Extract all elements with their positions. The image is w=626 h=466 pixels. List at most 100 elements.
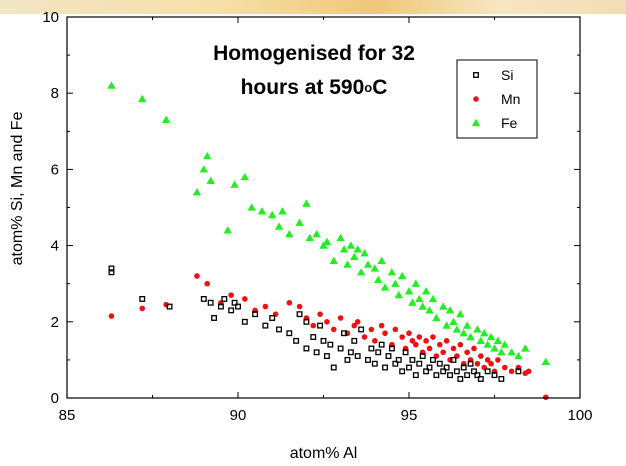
point-si: [371, 360, 378, 367]
point-fe: [353, 245, 362, 253]
point-si: [221, 295, 228, 302]
point-fe: [514, 351, 523, 360]
point-si: [443, 364, 450, 371]
point-si: [211, 315, 218, 321]
series-si: [108, 265, 522, 382]
point-fe: [493, 336, 503, 344]
point-si: [303, 345, 310, 352]
point-si: [269, 315, 276, 321]
point-mn: [443, 338, 450, 344]
point-mn: [501, 364, 508, 371]
point-fe: [507, 348, 516, 356]
x-tick-label: 90: [230, 407, 247, 424]
point-fe: [476, 336, 486, 344]
series-fe: [107, 81, 550, 365]
point-mn: [413, 341, 419, 348]
point-mn: [351, 322, 358, 329]
point-mn: [464, 349, 470, 356]
legend-label-mn: Mn: [501, 91, 520, 107]
point-si: [358, 326, 365, 333]
legend-box: [456, 59, 538, 139]
point-fe: [285, 229, 294, 238]
point-mn: [488, 360, 494, 367]
point-mn: [450, 345, 457, 352]
point-fe: [397, 271, 407, 280]
point-fe: [442, 321, 451, 329]
point-fe: [418, 302, 427, 310]
point-fe: [302, 199, 311, 207]
point-si: [217, 303, 224, 310]
point-si: [484, 368, 491, 375]
point-si: [433, 372, 440, 379]
legend-marker-fe: [471, 118, 481, 127]
y-tick-label: 2: [51, 314, 59, 331]
point-mn: [382, 330, 388, 337]
y-tick-label: 8: [51, 85, 59, 102]
point-si: [447, 372, 453, 379]
point-si: [419, 353, 426, 360]
point-mn: [392, 326, 399, 333]
x-tick-label: 95: [401, 407, 418, 424]
top-banner-strip: [0, 0, 626, 14]
point-si: [231, 299, 238, 306]
point-si: [293, 337, 300, 344]
point-mn: [242, 296, 248, 302]
point-fe: [456, 309, 465, 318]
point-fe: [199, 165, 208, 173]
point-si: [351, 337, 358, 344]
point-mn: [108, 313, 115, 319]
point-fe: [240, 172, 250, 181]
point-mn: [228, 292, 234, 298]
point-fe: [268, 210, 277, 219]
y-tick-label: 4: [51, 238, 59, 255]
point-mn: [543, 394, 549, 401]
point-si: [498, 375, 505, 382]
point-si: [477, 375, 484, 382]
point-fe: [138, 94, 147, 103]
point-mn: [525, 368, 532, 375]
legend-marker-mn: [473, 96, 479, 102]
point-mn: [317, 311, 323, 317]
point-fe: [452, 325, 462, 333]
point-fe: [192, 188, 202, 196]
point-mn: [378, 322, 385, 329]
y-axis-title: atom% Si, Mn and Fe: [9, 111, 26, 265]
point-fe: [415, 294, 424, 303]
point-mn: [423, 338, 429, 344]
point-mn: [296, 303, 303, 310]
point-fe: [305, 233, 315, 242]
chart-title-line2-main: hours at 590: [241, 76, 365, 99]
point-fe: [203, 151, 212, 160]
point-si: [399, 368, 406, 375]
chart-title-line2: hours at 590oC: [241, 76, 388, 99]
point-si: [464, 372, 471, 379]
point-fe: [319, 241, 328, 249]
point-mn: [372, 338, 378, 344]
point-si: [241, 318, 248, 325]
axes-layer: 85 90 95 100 0 2 4 6 8 10: [42, 9, 592, 424]
point-si: [108, 269, 115, 276]
point-mn: [324, 319, 330, 325]
point-si: [467, 360, 474, 367]
point-fe: [295, 218, 304, 226]
x-axis-title: atom% Al: [290, 445, 358, 462]
point-mn: [471, 345, 477, 352]
point-fe: [274, 222, 284, 230]
point-si: [354, 353, 361, 360]
point-mn: [361, 334, 368, 340]
point-fe: [421, 287, 431, 295]
point-mn: [478, 353, 484, 359]
point-si: [313, 349, 320, 356]
point-si: [166, 303, 173, 310]
point-si: [385, 353, 392, 360]
point-mn: [262, 303, 269, 310]
point-si: [395, 356, 402, 363]
point-si: [347, 349, 354, 356]
point-fe: [329, 256, 338, 264]
point-si: [423, 368, 430, 375]
point-si: [450, 356, 457, 363]
point-fe: [247, 203, 256, 211]
point-si: [276, 326, 282, 333]
point-si: [330, 364, 337, 371]
point-fe: [230, 180, 239, 188]
